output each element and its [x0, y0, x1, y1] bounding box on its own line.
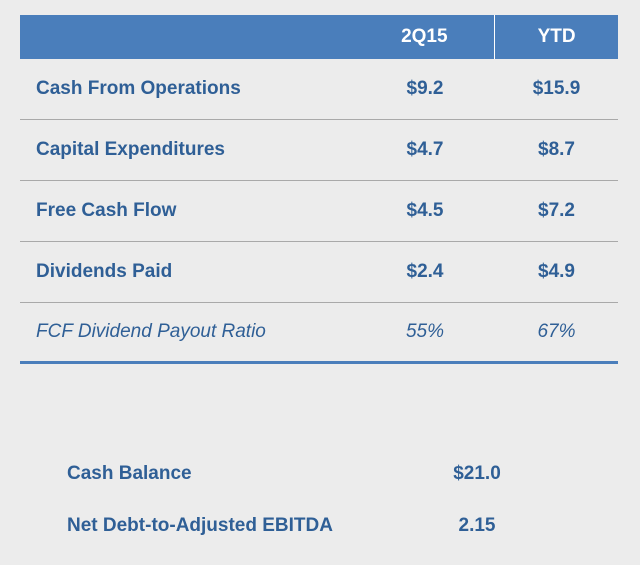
row-quarter-value: $4.7 [406, 139, 444, 160]
row-label: Free Cash Flow [36, 200, 177, 221]
table-row: Free Cash Flow $4.5 $7.2 [20, 181, 618, 242]
header-2q15: 2Q15 [401, 26, 448, 47]
row-quarter-value: $9.2 [406, 78, 444, 99]
summary-value: 2.15 [458, 515, 496, 536]
header-ytd: YTD [494, 15, 618, 59]
table-row: Cash From Operations $9.2 $15.9 [20, 59, 618, 120]
table-row: FCF Dividend Payout Ratio 55% 67% [20, 303, 618, 364]
summary-row: Cash Balance $21.0 [67, 448, 567, 500]
row-ytd-value: $4.9 [538, 261, 575, 282]
row-label: Capital Expenditures [36, 139, 225, 160]
row-ytd-value: $7.2 [538, 200, 575, 221]
row-quarter-value: 55% [405, 321, 445, 342]
summary-block: Cash Balance $21.0 Net Debt-to-Adjusted … [67, 448, 567, 552]
row-label: FCF Dividend Payout Ratio [36, 321, 266, 342]
table-row: Dividends Paid $2.4 $4.9 [20, 242, 618, 303]
row-ytd-value: $15.9 [532, 78, 581, 99]
header-label-cell [20, 15, 354, 59]
summary-label: Cash Balance [67, 463, 192, 484]
cash-flow-table: 2Q15 YTD Cash From Operations $9.2 $15.9… [20, 15, 618, 364]
row-ytd-value: $8.7 [538, 139, 575, 160]
row-label: Dividends Paid [36, 261, 173, 282]
summary-value: $21.0 [453, 463, 501, 484]
row-ytd-value: 67% [537, 321, 576, 342]
row-quarter-value: $4.5 [406, 200, 444, 221]
summary-label: Net Debt-to-Adjusted EBITDA [67, 515, 333, 536]
summary-row: Net Debt-to-Adjusted EBITDA 2.15 [67, 500, 567, 552]
row-label: Cash From Operations [36, 78, 241, 99]
table-header-row: 2Q15 YTD [20, 15, 618, 59]
row-quarter-value: $2.4 [406, 261, 444, 282]
table-row: Capital Expenditures $4.7 $8.7 [20, 120, 618, 181]
